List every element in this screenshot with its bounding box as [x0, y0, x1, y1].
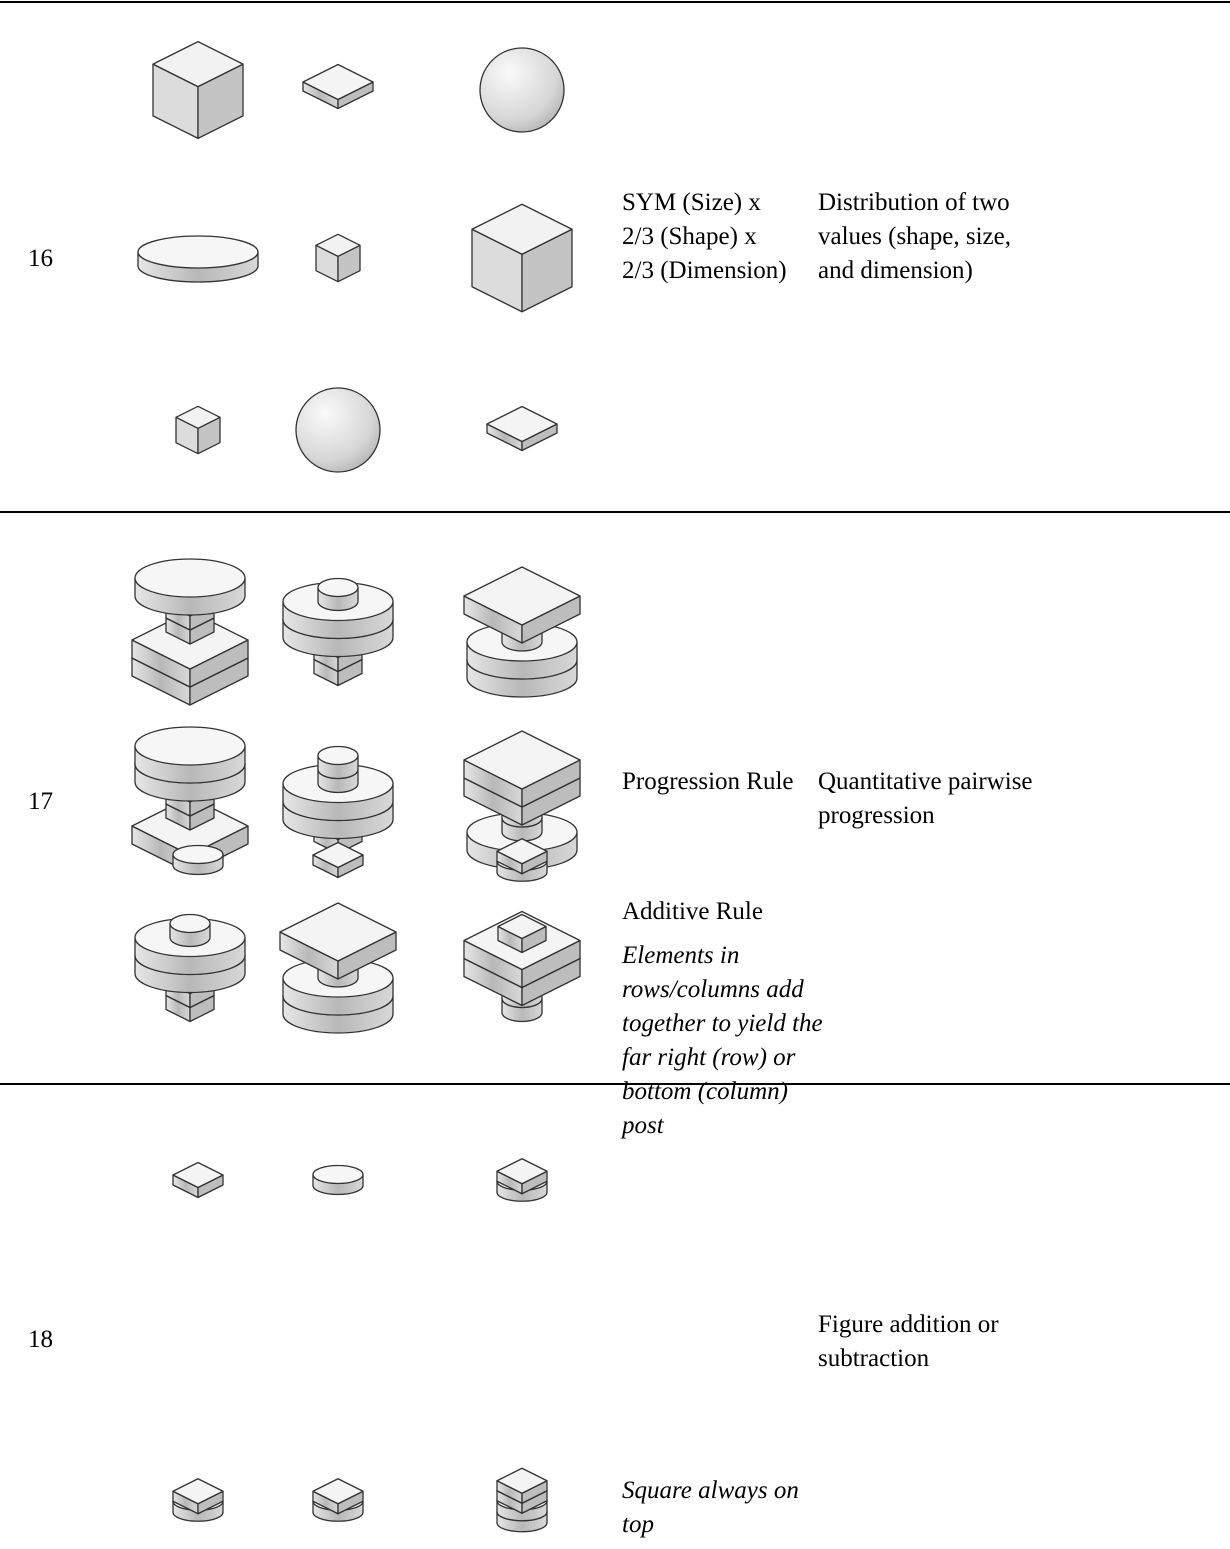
slab-top	[463, 566, 581, 626]
description-line: progression	[818, 802, 935, 829]
slab-top	[496, 1467, 548, 1494]
description: Distribution of two values (shape, size,…	[818, 186, 1011, 288]
cube-face	[152, 40, 244, 88]
slab-top	[172, 1161, 224, 1189]
rule-line: SYM (Size) x	[622, 189, 761, 216]
row-number: 17	[28, 788, 53, 815]
slab-top	[496, 1158, 548, 1185]
description-line: Quantitative pairwise	[818, 768, 1033, 795]
slab-top	[486, 405, 558, 443]
description-line: Figure addition or	[818, 1311, 999, 1338]
rule-text: Progression Rule	[622, 765, 794, 799]
slab-top	[496, 838, 548, 865]
description: Quantitative pairwise progression	[818, 765, 1033, 833]
note-line: bottom (column)	[622, 1078, 788, 1105]
disc-top	[169, 913, 211, 934]
rule-line: 2/3 (Shape) x	[622, 223, 757, 250]
slab-top	[172, 1478, 224, 1505]
description: Figure addition or subtraction	[818, 1308, 999, 1376]
rule-line: Additive Rule	[622, 898, 763, 925]
note-line: top	[622, 1511, 654, 1538]
note-line: post	[622, 1112, 664, 1139]
cube-face	[471, 203, 573, 255]
figure-matrices	[131, 40, 581, 1533]
sphere	[295, 387, 381, 473]
slab-top	[497, 913, 547, 940]
description-line: subtraction	[818, 1345, 930, 1372]
row-divider	[0, 1, 1230, 3]
slab-top	[312, 1478, 364, 1505]
disc-top	[317, 745, 359, 766]
rule-line: 2/3 (Dimension)	[622, 257, 787, 284]
note-line: rows/columns add	[622, 976, 804, 1003]
slab-top	[312, 841, 364, 869]
disc-top	[134, 558, 246, 598]
rule-note: Square always on top	[622, 1474, 799, 1542]
rule-line: Progression Rule	[622, 768, 794, 795]
description-line: and dimension)	[818, 257, 973, 284]
slab-top	[302, 63, 374, 101]
row-number: 16	[28, 245, 53, 272]
disc-top	[312, 1164, 364, 1185]
rule-text: Additive Rule	[622, 895, 763, 929]
disc-top	[172, 844, 224, 865]
note-line: far right (row) or	[622, 1044, 796, 1071]
row-number: 18	[28, 1326, 53, 1353]
disc-top	[317, 577, 359, 598]
disc-top	[137, 235, 259, 269]
cube-face	[315, 233, 361, 258]
note-line: Square always on	[622, 1477, 799, 1504]
slab-top	[279, 902, 397, 962]
description-line: values (shape, size,	[818, 223, 1011, 250]
sphere	[479, 47, 565, 133]
note-line: Elements in	[622, 942, 740, 969]
slab-top	[463, 730, 581, 790]
note-line: together to yield the	[622, 1010, 823, 1037]
disc-top	[134, 726, 246, 766]
cube-face	[175, 405, 221, 430]
description-line: Distribution of two	[818, 189, 1010, 216]
row-divider	[0, 511, 1230, 513]
rule-text: SYM (Size) x 2/3 (Shape) x 2/3 (Dimensio…	[622, 186, 787, 288]
row-divider	[0, 1083, 1230, 1085]
rule-note: Elements in rows/columns add together to…	[622, 939, 823, 1143]
